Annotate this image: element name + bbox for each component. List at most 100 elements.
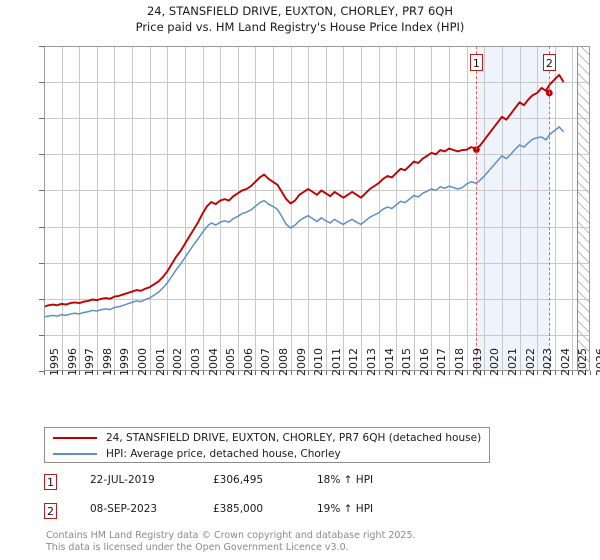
y-axis-tick — [39, 334, 44, 336]
gridline-vertical — [61, 46, 63, 371]
x-axis-tick-label: 2021 — [505, 348, 519, 376]
sale-index-badge-2: 2 — [44, 503, 57, 519]
gridline-vertical — [325, 46, 327, 371]
x-axis-tick — [44, 371, 45, 375]
footer-line-2: This data is licensed under the Open Gov… — [46, 541, 349, 553]
y-axis-tick — [39, 190, 44, 192]
gridline-vertical — [272, 46, 274, 371]
x-axis-tick — [202, 371, 204, 375]
x-axis-tick-label: 2006 — [241, 348, 255, 376]
legend-item-price-paid: 24, STANSFIELD DRIVE, EUXTON, CHORLEY, P… — [53, 430, 481, 446]
gridline-vertical — [572, 46, 574, 371]
gridline-vertical — [167, 46, 169, 371]
x-axis-tick-label: 2005 — [224, 348, 238, 376]
gridline-horizontal — [44, 118, 590, 120]
gridline-vertical — [220, 46, 222, 371]
x-axis-tick — [396, 371, 398, 375]
x-axis-tick — [361, 371, 363, 375]
x-axis-tick — [308, 371, 310, 375]
gridline-vertical — [554, 46, 556, 371]
x-axis-tick-label: 2014 — [382, 348, 396, 376]
x-axis-tick — [272, 371, 274, 375]
x-axis-tick-label: 2026 — [594, 348, 600, 376]
x-axis-tick — [554, 371, 556, 375]
line-swatch-icon-red — [53, 437, 97, 439]
footer-line-1: Contains HM Land Registry data © Crown c… — [46, 530, 416, 541]
plot-frame — [44, 46, 590, 371]
page-title: 24, STANSFIELD DRIVE, EUXTON, CHORLEY, P… — [0, 0, 600, 35]
y-axis-tick — [39, 371, 44, 372]
x-axis-tick — [484, 371, 486, 375]
x-axis-tick-label: 1998 — [100, 348, 114, 376]
x-axis-tick-label: 2013 — [365, 348, 379, 376]
x-axis-tick — [167, 371, 169, 375]
sale-price-1: £306,495 — [213, 474, 264, 486]
x-axis-tick-label: 2018 — [453, 348, 467, 376]
x-axis-tick-label: 2025 — [576, 348, 590, 376]
x-axis-tick-label: 2023 — [541, 348, 555, 376]
x-axis-tick — [149, 371, 151, 375]
x-axis-tick — [413, 371, 415, 375]
x-axis-tick — [325, 371, 327, 375]
x-axis-tick-label: 2024 — [558, 348, 572, 376]
y-axis-tick — [39, 262, 44, 264]
attribution-footer: Contains HM Land Registry data © Crown c… — [46, 530, 586, 553]
gridline-vertical — [431, 46, 433, 371]
gridline-vertical — [132, 46, 134, 371]
x-axis-tick-label: 2020 — [488, 348, 502, 376]
x-axis-tick — [132, 371, 134, 375]
x-axis-tick — [184, 371, 186, 375]
x-axis-tick-label: 2000 — [136, 348, 150, 376]
title-line-1: 24, STANSFIELD DRIVE, EUXTON, CHORLEY, P… — [146, 4, 453, 18]
x-axis-tick-label: 2001 — [153, 348, 167, 376]
y-axis-tick — [39, 82, 44, 84]
x-axis-tick-label: 1995 — [48, 348, 61, 376]
gridline-vertical — [290, 46, 292, 371]
sale-date-dashed-line-1 — [476, 46, 478, 371]
gridline-vertical — [413, 46, 415, 371]
title-line-2: Price paid vs. HM Land Registry's House … — [135, 20, 465, 34]
x-axis-tick — [96, 371, 98, 375]
x-axis-tick-label: 2016 — [417, 348, 431, 376]
x-axis-tick-label: 2011 — [329, 348, 343, 376]
legend-item-hpi: HPI: Average price, detached house, Chor… — [53, 446, 341, 462]
x-axis-tick — [378, 371, 380, 375]
x-axis-tick-label: 1996 — [65, 348, 79, 376]
gridline-vertical — [149, 46, 151, 371]
gridline-vertical — [519, 46, 521, 371]
gridline-vertical — [484, 46, 486, 371]
gridline-vertical — [449, 46, 451, 371]
x-axis-tick-label: 1999 — [118, 348, 132, 376]
x-axis-tick-label: 2002 — [171, 348, 185, 376]
gridline-vertical — [237, 46, 239, 371]
chart-sale-badge-1[interactable]: 1 — [469, 54, 483, 71]
sale-price-2: £385,000 — [213, 503, 264, 515]
y-axis-tick — [39, 46, 44, 47]
chart-legend: 24, STANSFIELD DRIVE, EUXTON, CHORLEY, P… — [44, 427, 490, 463]
x-axis-tick — [537, 371, 539, 375]
gridline-horizontal — [44, 82, 590, 84]
y-axis-tick — [39, 118, 44, 120]
gridline-vertical — [343, 46, 345, 371]
x-axis-tick — [220, 371, 222, 375]
x-axis-tick-label: 2004 — [206, 348, 220, 376]
x-axis-tick-label: 2003 — [188, 348, 202, 376]
x-axis-tick — [590, 371, 591, 375]
gridline-vertical — [184, 46, 186, 371]
chart-sale-badge-2[interactable]: 2 — [542, 54, 556, 71]
gridline-vertical — [396, 46, 398, 371]
y-axis-tick — [39, 298, 44, 300]
sale-hpi-delta-1: 18% ↑ HPI — [317, 474, 374, 486]
legend-label-hpi: HPI: Average price, detached house, Chor… — [106, 448, 341, 460]
gridline-vertical — [501, 46, 503, 371]
x-axis-tick — [449, 371, 451, 375]
gridline-horizontal — [44, 334, 590, 336]
x-axis-tick — [343, 371, 345, 375]
x-axis-tick — [290, 371, 292, 375]
gridline-vertical — [114, 46, 116, 371]
gridline-vertical — [308, 46, 310, 371]
gridline-vertical — [202, 46, 204, 371]
x-axis-tick-label: 2015 — [400, 348, 414, 376]
gridline-vertical — [378, 46, 380, 371]
